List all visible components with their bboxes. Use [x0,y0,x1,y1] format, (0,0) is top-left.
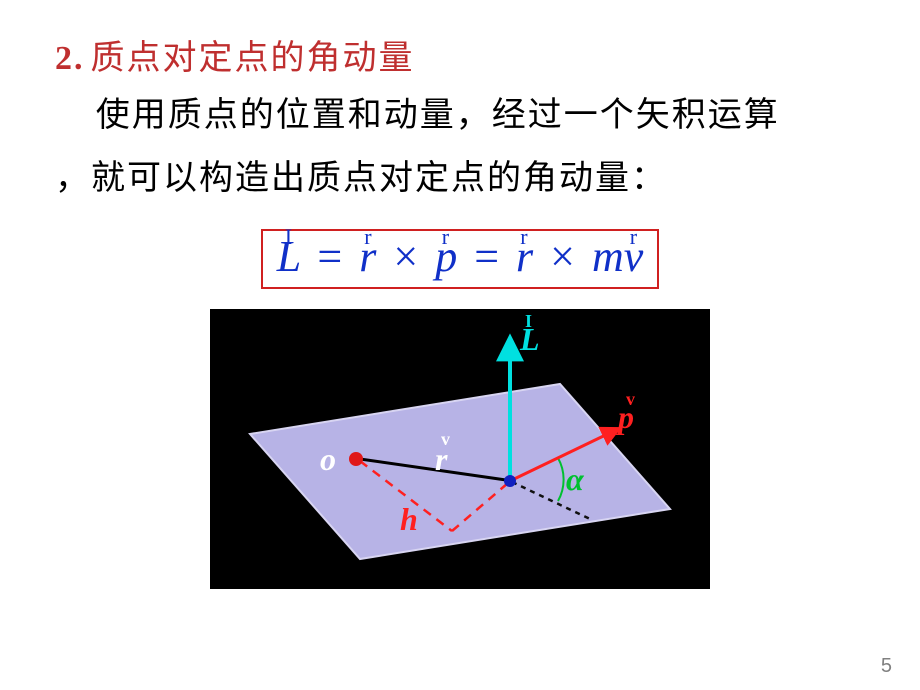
label-h: h [400,501,418,538]
over-v: r [630,225,637,249]
label-o: o [320,441,336,478]
heading: 2.质点对定点的角动量 [55,30,865,79]
op-eq2: = [474,232,499,281]
formula-box: I r r r r L = r × p = r × mv [261,229,660,289]
body-line-2: ，就可以构造出质点对定点的角动量： [55,148,865,211]
particle-point [504,475,516,487]
label-L-over: I [525,311,532,332]
op-x1: × [393,232,418,281]
heading-text: 质点对定点的角动量 [91,40,415,77]
diagram-container: o r v h L I p v α [55,309,865,589]
heading-index: 2. [55,40,85,77]
over-r1: r [364,225,371,249]
over-p: r [442,225,449,249]
label-alpha: α [566,461,584,498]
label-r-over: v [441,429,450,450]
sym-m: m [592,232,624,281]
diagram: o r v h L I p v α [210,309,710,589]
origin-point [349,452,363,466]
body-line-1: 使用质点的位置和动量，经过一个矢积运算 [55,85,865,148]
op-eq1: = [317,232,342,281]
page-number: 5 [881,655,892,678]
over-L: I [285,225,292,249]
label-p-over: v [626,389,635,410]
slide: 2.质点对定点的角动量 使用质点的位置和动量，经过一个矢积运算 ，就可以构造出质… [0,0,920,690]
diagram-svg [210,309,710,589]
formula-container: I r r r r L = r × p = r × mv [55,229,865,289]
over-r2: r [520,225,527,249]
op-x2: × [550,232,575,281]
